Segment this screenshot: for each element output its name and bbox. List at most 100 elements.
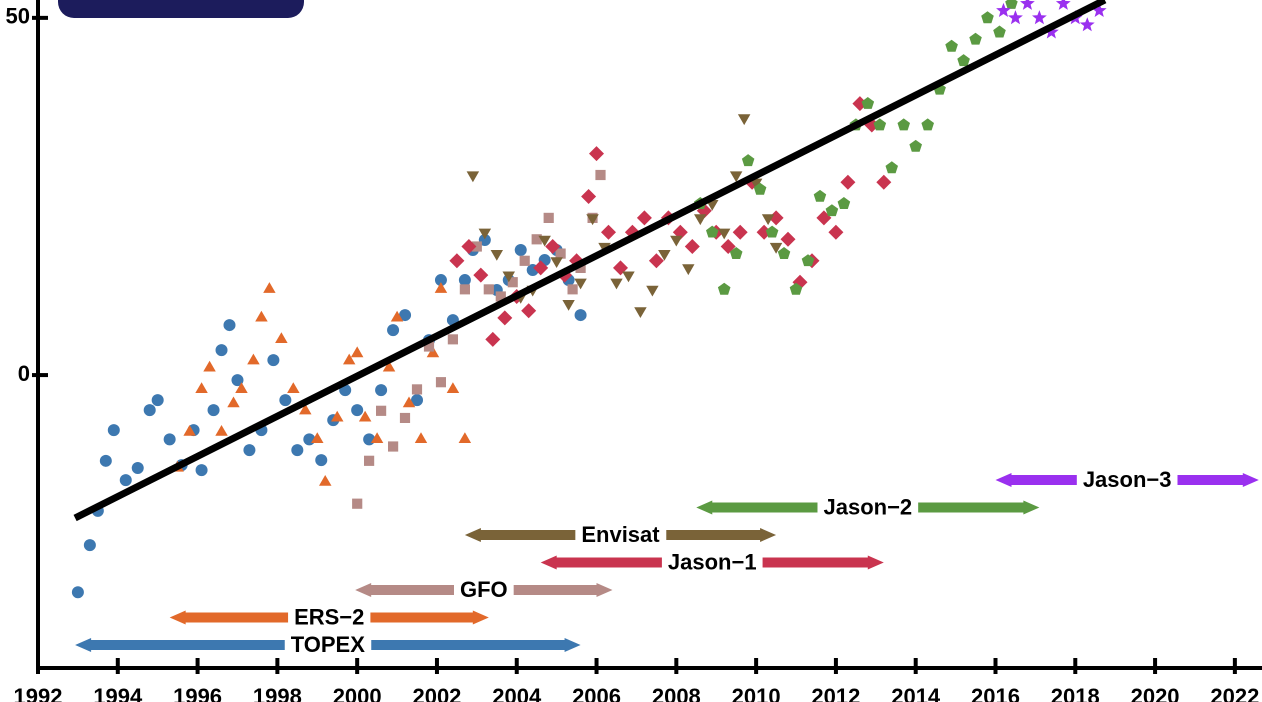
label-background — [1076, 471, 1178, 489]
x-tick-label: 2004 — [492, 684, 542, 702]
mission-label: Jason−2 — [823, 494, 912, 519]
data-point — [646, 285, 659, 297]
data-point — [595, 169, 606, 181]
data-point — [291, 444, 304, 457]
label-background — [288, 608, 371, 627]
x-tick-label: 2010 — [732, 684, 781, 702]
data-point — [447, 334, 458, 345]
data-point — [183, 425, 196, 436]
data-point — [813, 189, 827, 202]
data-point — [957, 54, 970, 67]
data-point — [99, 454, 112, 467]
data-point — [311, 432, 324, 443]
data-point — [533, 260, 549, 276]
data-point — [426, 346, 440, 358]
data-point — [1043, 24, 1059, 39]
data-point — [825, 204, 839, 217]
data-point — [761, 214, 775, 226]
data-point — [458, 274, 471, 287]
data-point — [473, 267, 489, 283]
data-point — [235, 382, 248, 393]
data-point — [718, 228, 731, 240]
data-point — [446, 382, 460, 393]
data-point — [223, 319, 236, 332]
data-point — [275, 332, 288, 343]
data-point — [861, 97, 875, 109]
data-point — [828, 224, 844, 240]
data-point — [601, 224, 616, 240]
data-point — [550, 257, 563, 268]
data-point — [497, 310, 513, 326]
data-point — [227, 396, 240, 408]
data-point — [449, 253, 465, 269]
data-point — [315, 454, 328, 467]
data-point — [287, 382, 300, 393]
data-point — [195, 382, 208, 393]
x-tick-label: 1996 — [173, 684, 222, 702]
data-point — [545, 239, 561, 254]
data-point — [387, 324, 400, 337]
data-point — [411, 394, 424, 407]
data-point — [358, 410, 372, 422]
x-tick-label: 2020 — [1131, 684, 1180, 702]
data-point — [299, 403, 312, 415]
data-point — [519, 255, 530, 266]
data-point — [634, 307, 647, 318]
data-point — [478, 228, 492, 240]
data-point — [195, 464, 208, 477]
data-point — [996, 2, 1011, 18]
data-point — [215, 344, 228, 357]
data-point — [231, 374, 244, 387]
data-point — [610, 278, 623, 290]
x-tick-label: 2000 — [333, 684, 382, 702]
x-tick-label: 2014 — [891, 684, 941, 702]
data-point — [873, 118, 887, 131]
data-point — [897, 118, 910, 131]
data-point — [255, 310, 268, 322]
data-point — [331, 410, 344, 422]
x-tick-label: 1992 — [14, 684, 63, 702]
data-point — [589, 146, 604, 162]
data-point — [717, 282, 731, 295]
data-point — [729, 171, 743, 183]
data-point — [243, 444, 256, 457]
label-background — [817, 498, 919, 517]
mission-label: GFO — [460, 577, 508, 602]
label-background — [575, 526, 667, 544]
data-point — [574, 278, 587, 290]
mission-label: Envisat — [581, 522, 660, 547]
data-point — [581, 189, 597, 204]
data-point — [375, 384, 388, 397]
data-point — [399, 309, 412, 322]
data-point — [909, 139, 922, 152]
data-point — [514, 244, 527, 257]
data-point — [780, 231, 796, 247]
data-point — [876, 174, 892, 190]
data-point — [729, 247, 743, 259]
data-point — [586, 214, 599, 226]
trend-line — [73, 0, 1107, 522]
data-point — [263, 282, 276, 293]
data-point — [382, 360, 396, 372]
data-point — [411, 384, 423, 395]
data-point — [574, 309, 587, 322]
data-point — [768, 210, 784, 226]
data-point — [370, 432, 384, 443]
data-point — [434, 282, 448, 293]
data-point — [885, 161, 898, 174]
data-point — [622, 271, 635, 283]
legend-box — [58, 0, 304, 18]
x-tick-label: 2018 — [1051, 684, 1100, 702]
data-point — [434, 274, 447, 287]
data-point — [1055, 0, 1071, 10]
y-tick-label: 0 — [18, 361, 30, 386]
data-point — [388, 441, 399, 452]
data-point — [343, 353, 356, 365]
data-point — [945, 39, 958, 52]
data-point — [1032, 10, 1047, 25]
data-point — [521, 303, 537, 319]
data-point — [458, 432, 472, 443]
data-point — [483, 284, 494, 295]
data-point — [471, 241, 482, 252]
